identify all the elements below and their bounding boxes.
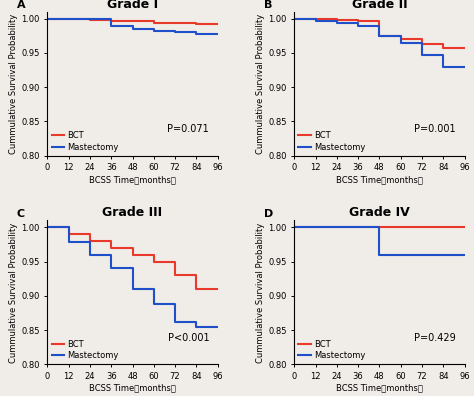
Legend: BCT, Mastectomy: BCT, Mastectomy [299,340,365,360]
Legend: BCT, Mastectomy: BCT, Mastectomy [52,340,119,360]
X-axis label: BCSS Time（months）: BCSS Time（months） [89,384,176,393]
Text: A: A [17,0,26,10]
Title: Grade IV: Grade IV [349,206,410,219]
Title: Grade III: Grade III [102,206,163,219]
Y-axis label: Cummulative Survival Probability: Cummulative Survival Probability [256,222,265,362]
Text: P=0.071: P=0.071 [167,124,209,134]
Y-axis label: Cummulative Survival Probability: Cummulative Survival Probability [256,14,265,154]
Text: P=0.429: P=0.429 [414,333,456,343]
Y-axis label: Cummulative Survival Probability: Cummulative Survival Probability [9,14,18,154]
X-axis label: BCSS Time（months）: BCSS Time（months） [336,175,423,184]
Title: Grade II: Grade II [352,0,407,11]
Text: P=0.001: P=0.001 [414,124,456,134]
Text: D: D [264,209,273,219]
X-axis label: BCSS Time（months）: BCSS Time（months） [336,384,423,393]
Text: C: C [17,209,25,219]
Text: B: B [264,0,272,10]
Text: P<0.001: P<0.001 [167,333,209,343]
Title: Grade I: Grade I [107,0,158,11]
X-axis label: BCSS Time（months）: BCSS Time（months） [89,175,176,184]
Legend: BCT, Mastectomy: BCT, Mastectomy [299,131,365,152]
Legend: BCT, Mastectomy: BCT, Mastectomy [52,131,119,152]
Y-axis label: Cummulative Survival Probability: Cummulative Survival Probability [9,222,18,362]
